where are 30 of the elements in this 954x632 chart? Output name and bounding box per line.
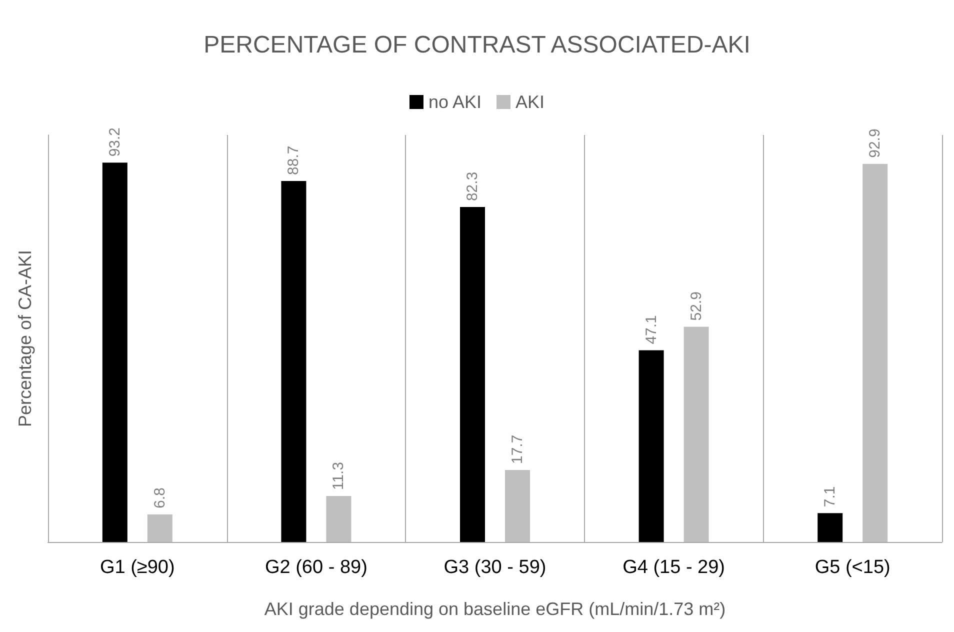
bar: [818, 513, 843, 542]
bar: [460, 207, 485, 542]
bar: [862, 164, 888, 542]
chart-title: PERCENTAGE OF CONTRAST ASSOCIATED-AKI: [204, 32, 750, 58]
x-tick-label: G2 (60 - 89): [264, 557, 368, 578]
bar: [505, 470, 530, 542]
data-label: 17.7: [509, 434, 526, 464]
bar: [638, 350, 664, 542]
data-label: 47.1: [642, 315, 660, 344]
bar: [102, 162, 128, 542]
x-tick-label: G3 (30 - 59): [444, 557, 546, 578]
x-axis-title: AKI grade depending on baseline eGFR (mL/min/1.73 m²): [264, 599, 726, 619]
bar: [147, 514, 172, 542]
x-tick-label: G1 (≥90): [100, 557, 175, 578]
bar: [326, 496, 352, 542]
x-tick-label: G5 (<15): [814, 557, 890, 578]
data-label: 88.7: [285, 146, 302, 175]
bar: [684, 326, 709, 542]
bar: [281, 180, 306, 542]
data-label: 52.9: [688, 291, 705, 321]
data-label: 82.3: [464, 172, 481, 202]
data-label: 7.1: [822, 486, 839, 508]
legend-label: AKI: [516, 92, 545, 112]
data-label: 93.2: [106, 127, 124, 157]
y-axis-title: Percentage of CA-AKI: [15, 250, 35, 428]
data-label: 6.8: [151, 487, 168, 508]
x-tick-label: G4 (15 - 29): [622, 557, 726, 578]
legend-label: no AKI: [428, 92, 482, 112]
data-label: 11.3: [330, 462, 348, 490]
data-label: 92.9: [866, 128, 884, 158]
